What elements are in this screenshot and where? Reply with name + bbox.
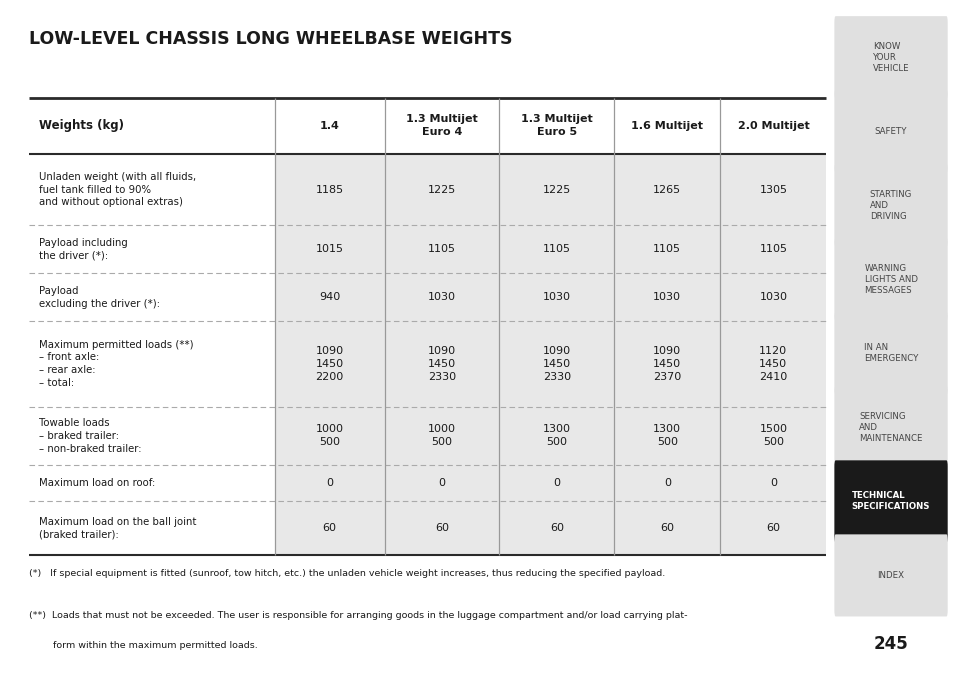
FancyBboxPatch shape <box>834 90 946 172</box>
Bar <box>384 98 499 555</box>
Text: 60: 60 <box>659 524 674 534</box>
FancyBboxPatch shape <box>834 312 946 394</box>
Text: 1015: 1015 <box>315 244 343 254</box>
Text: 2.0 Multijet: 2.0 Multijet <box>737 121 808 131</box>
Text: 1030: 1030 <box>542 292 570 302</box>
Text: 1300
500: 1300 500 <box>542 425 570 447</box>
Bar <box>614 98 720 555</box>
Text: 1225: 1225 <box>428 184 456 194</box>
Text: 1030: 1030 <box>759 292 786 302</box>
Text: SAFETY: SAFETY <box>874 127 906 136</box>
FancyBboxPatch shape <box>834 460 946 542</box>
Text: 1300
500: 1300 500 <box>653 425 680 447</box>
Text: 1305: 1305 <box>759 184 786 194</box>
Text: 60: 60 <box>435 524 449 534</box>
Text: Maximum load on roof:: Maximum load on roof: <box>39 479 155 489</box>
Text: 1185: 1185 <box>315 184 343 194</box>
Text: Maximum load on the ball joint
(braked trailer):: Maximum load on the ball joint (braked t… <box>39 517 196 540</box>
Text: 1105: 1105 <box>653 244 680 254</box>
Text: 1225: 1225 <box>542 184 571 194</box>
Text: 1105: 1105 <box>542 244 570 254</box>
Text: 60: 60 <box>549 524 563 534</box>
Text: 0: 0 <box>769 479 776 489</box>
Text: 1.4: 1.4 <box>319 121 339 131</box>
FancyBboxPatch shape <box>834 534 946 616</box>
Text: (**)  Loads that must not be exceeded. The user is responsible for arranging goo: (**) Loads that must not be exceeded. Th… <box>29 611 687 620</box>
Text: 1.3 Multijet
Euro 4: 1.3 Multijet Euro 4 <box>406 114 477 137</box>
FancyBboxPatch shape <box>834 238 946 320</box>
Text: 1090
1450
2330: 1090 1450 2330 <box>542 346 570 382</box>
Text: SERVICING
AND
MAINTENANCE: SERVICING AND MAINTENANCE <box>859 412 922 443</box>
Text: LOW-LEVEL CHASSIS LONG WHEELBASE WEIGHTS: LOW-LEVEL CHASSIS LONG WHEELBASE WEIGHTS <box>29 30 512 48</box>
Text: TECHNICAL
SPECIFICATIONS: TECHNICAL SPECIFICATIONS <box>851 491 929 511</box>
Text: STARTING
AND
DRIVING: STARTING AND DRIVING <box>869 190 911 221</box>
Text: 1090
1450
2200: 1090 1450 2200 <box>315 346 343 382</box>
Text: 1.3 Multijet
Euro 5: 1.3 Multijet Euro 5 <box>520 114 592 137</box>
Text: Maximum permitted loads (**)
– front axle:
– rear axle:
– total:: Maximum permitted loads (**) – front axl… <box>39 340 193 388</box>
Text: 1120
1450
2410: 1120 1450 2410 <box>759 346 786 382</box>
Text: 1.6 Multijet: 1.6 Multijet <box>631 121 702 131</box>
Text: 940: 940 <box>318 292 340 302</box>
Text: 245: 245 <box>873 635 907 653</box>
Text: 0: 0 <box>326 479 333 489</box>
Text: 1030: 1030 <box>653 292 680 302</box>
FancyBboxPatch shape <box>834 164 946 246</box>
Text: WARNING
LIGHTS AND
MESSAGES: WARNING LIGHTS AND MESSAGES <box>863 264 917 295</box>
FancyBboxPatch shape <box>834 16 946 98</box>
Text: 1265: 1265 <box>653 184 680 194</box>
Text: 1090
1450
2370: 1090 1450 2370 <box>653 346 680 382</box>
Text: 1000
500: 1000 500 <box>315 425 343 447</box>
Text: form within the maximum permitted loads.: form within the maximum permitted loads. <box>29 641 257 650</box>
Text: 60: 60 <box>322 524 336 534</box>
FancyBboxPatch shape <box>834 386 946 468</box>
Text: Weights (kg): Weights (kg) <box>39 119 124 133</box>
Text: IN AN
EMERGENCY: IN AN EMERGENCY <box>863 343 917 363</box>
Bar <box>29 98 825 154</box>
Text: KNOW
YOUR
VEHICLE: KNOW YOUR VEHICLE <box>872 42 908 73</box>
Text: Payload including
the driver (*):: Payload including the driver (*): <box>39 238 128 260</box>
Bar <box>274 98 384 555</box>
Text: 1105: 1105 <box>759 244 786 254</box>
Text: 0: 0 <box>663 479 670 489</box>
Text: 1500
500: 1500 500 <box>759 425 786 447</box>
Text: 1000
500: 1000 500 <box>428 425 456 447</box>
Bar <box>720 98 825 555</box>
Text: 1105: 1105 <box>428 244 456 254</box>
Text: (*)   If special equipment is fitted (sunroof, tow hitch, etc.) the unladen vehi: (*) If special equipment is fitted (sunr… <box>29 569 664 577</box>
Text: Towable loads
– braked trailer:
– non-braked trailer:: Towable loads – braked trailer: – non-br… <box>39 418 141 454</box>
Text: Payload
excluding the driver (*):: Payload excluding the driver (*): <box>39 286 160 308</box>
Text: INDEX: INDEX <box>877 571 903 580</box>
Text: 1030: 1030 <box>428 292 456 302</box>
Text: 1090
1450
2330: 1090 1450 2330 <box>428 346 456 382</box>
Text: Unladen weight (with all fluids,
fuel tank filled to 90%
and without optional ex: Unladen weight (with all fluids, fuel ta… <box>39 172 195 207</box>
Text: 0: 0 <box>438 479 445 489</box>
Text: 60: 60 <box>765 524 780 534</box>
Text: 0: 0 <box>553 479 559 489</box>
Bar <box>499 98 614 555</box>
